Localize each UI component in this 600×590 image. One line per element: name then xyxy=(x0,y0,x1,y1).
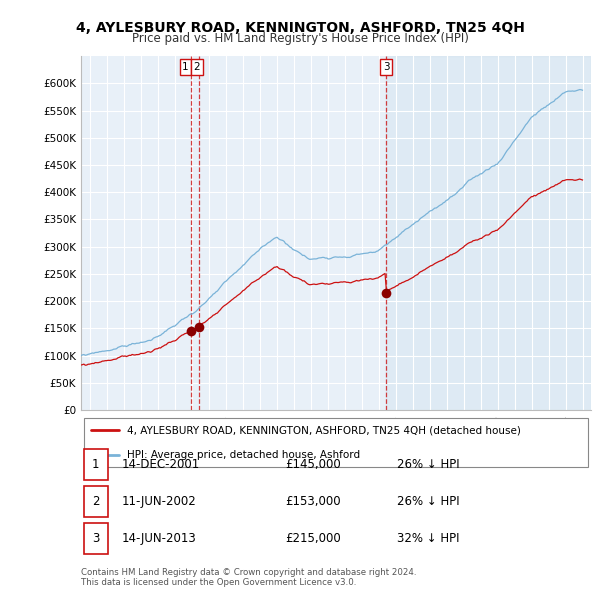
Text: HPI: Average price, detached house, Ashford: HPI: Average price, detached house, Ashf… xyxy=(127,450,360,460)
Text: 26% ↓ HPI: 26% ↓ HPI xyxy=(397,458,460,471)
Text: £215,000: £215,000 xyxy=(285,532,341,545)
FancyBboxPatch shape xyxy=(83,449,108,480)
Text: 26% ↓ HPI: 26% ↓ HPI xyxy=(397,495,460,508)
Text: 3: 3 xyxy=(383,62,389,72)
Text: 2: 2 xyxy=(92,495,100,508)
Text: 11-JUN-2002: 11-JUN-2002 xyxy=(122,495,197,508)
Text: 4, AYLESBURY ROAD, KENNINGTON, ASHFORD, TN25 4QH (detached house): 4, AYLESBURY ROAD, KENNINGTON, ASHFORD, … xyxy=(127,425,521,435)
Text: 2: 2 xyxy=(193,62,200,72)
Bar xyxy=(386,56,591,410)
Text: £145,000: £145,000 xyxy=(285,458,341,471)
Text: 3: 3 xyxy=(92,532,100,545)
FancyBboxPatch shape xyxy=(83,523,108,554)
FancyBboxPatch shape xyxy=(83,486,108,517)
Text: 1: 1 xyxy=(92,458,100,471)
Text: Price paid vs. HM Land Registry's House Price Index (HPI): Price paid vs. HM Land Registry's House … xyxy=(131,32,469,45)
Text: 32% ↓ HPI: 32% ↓ HPI xyxy=(397,532,460,545)
Text: 14-DEC-2001: 14-DEC-2001 xyxy=(122,458,200,471)
Text: 4, AYLESBURY ROAD, KENNINGTON, ASHFORD, TN25 4QH: 4, AYLESBURY ROAD, KENNINGTON, ASHFORD, … xyxy=(76,21,524,35)
FancyBboxPatch shape xyxy=(83,418,589,467)
Text: 14-JUN-2013: 14-JUN-2013 xyxy=(122,532,197,545)
Text: 1: 1 xyxy=(182,62,189,72)
Text: Contains HM Land Registry data © Crown copyright and database right 2024.
This d: Contains HM Land Registry data © Crown c… xyxy=(81,568,416,587)
Text: £153,000: £153,000 xyxy=(285,495,341,508)
